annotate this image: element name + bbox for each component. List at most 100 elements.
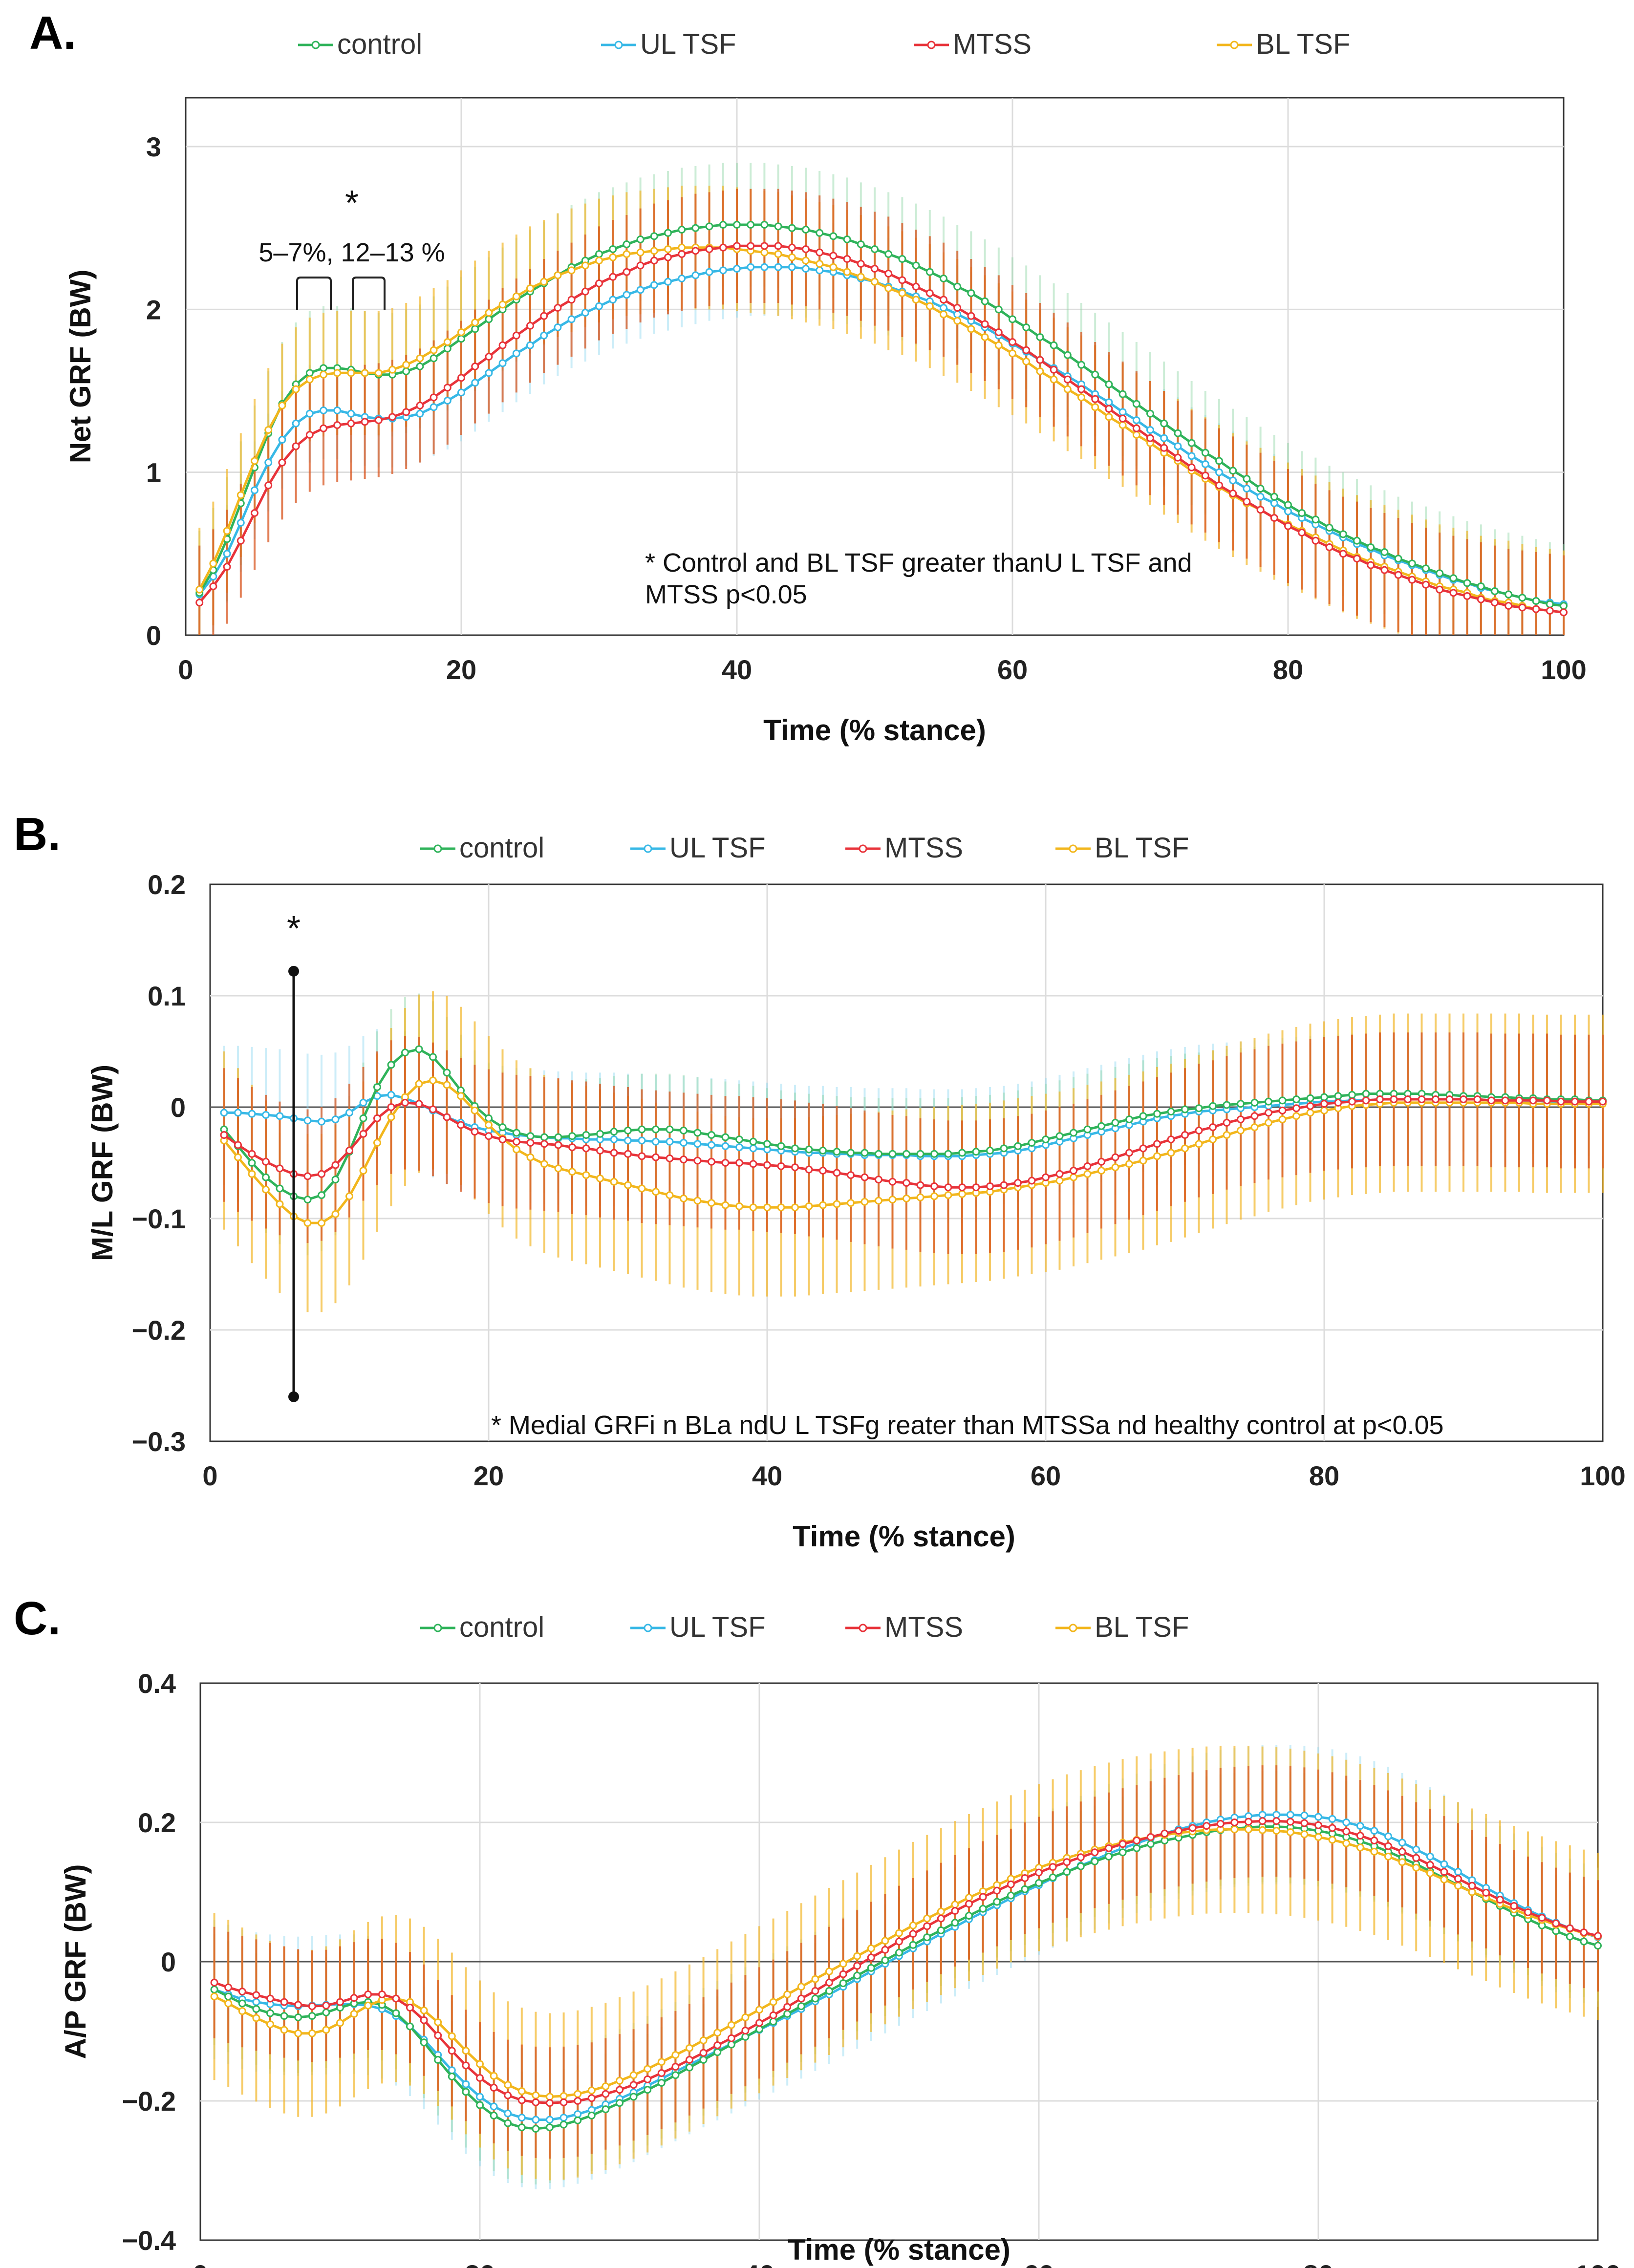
panel-a-point-mtss xyxy=(402,408,410,416)
panel-b-y-tick-label: 0 xyxy=(171,1092,186,1123)
panel-c-point-bl-tsf xyxy=(364,2001,372,2010)
panel-c-point-control xyxy=(532,2125,540,2133)
panel-a-point-control xyxy=(1532,597,1540,605)
panel-b-legend-swatch-marker xyxy=(1069,844,1077,853)
panel-a-point-control xyxy=(1256,485,1265,492)
panel-b-point-ul-tsf xyxy=(680,1138,688,1147)
panel-c-point-mtss xyxy=(1370,1837,1378,1845)
panel-c-legend-swatch-marker xyxy=(859,1624,867,1632)
panel-c-point-mtss xyxy=(322,2001,330,2010)
panel-b-point-mtss xyxy=(1139,1144,1147,1153)
panel-b-point-control xyxy=(777,1142,785,1150)
panel-c-point-bl-tsf xyxy=(1272,1827,1281,1835)
panel-a-point-control xyxy=(678,226,686,234)
panel-b-point-control xyxy=(903,1150,910,1158)
panel-a-point-control xyxy=(1201,449,1209,457)
panel-a-point-control xyxy=(1243,475,1251,483)
panel-c-point-control xyxy=(574,2116,582,2124)
panel-c-point-mtss xyxy=(378,1990,386,1998)
panel-a-point-mtss xyxy=(816,248,824,257)
panel-c-point-control xyxy=(657,2078,666,2087)
panel-c-point-mtss xyxy=(1524,1908,1532,1916)
panel-a-label: A. xyxy=(29,7,76,59)
panel-c-point-control xyxy=(294,2013,302,2021)
panel-b-point-mtss xyxy=(387,1103,395,1111)
panel-a-point-control xyxy=(1298,509,1306,517)
panel-b-point-control xyxy=(1055,1132,1064,1140)
panel-c-point-mtss xyxy=(867,1953,875,1962)
panel-c-point-bl-tsf xyxy=(1398,1858,1406,1866)
panel-a-point-ul-tsf xyxy=(1187,452,1196,460)
panel-a-point-ul-tsf xyxy=(788,263,796,271)
panel-a-point-control xyxy=(1009,315,1016,323)
panel-b-point-ul-tsf xyxy=(345,1109,353,1117)
panel-b-point-mtss xyxy=(958,1183,966,1192)
panel-b-y-tick-label: 0.1 xyxy=(148,981,186,1011)
panel-c-point-mtss xyxy=(559,2098,568,2106)
panel-a-point-ul-tsf xyxy=(471,379,479,387)
panel-b-point-ul-tsf xyxy=(708,1141,715,1149)
panel-a-legend-mtss: MTSS xyxy=(914,28,1032,60)
panel-b-point-mtss xyxy=(1292,1104,1300,1113)
panel-c-point-control xyxy=(825,1987,833,1995)
panel-c-point-mtss xyxy=(909,1930,917,1938)
panel-c-point-mtss xyxy=(1035,1868,1043,1877)
panel-c-x-tick-label: 20 xyxy=(465,2259,495,2268)
panel-c-point-mtss xyxy=(1510,1902,1518,1910)
panel-c-point-bl-tsf xyxy=(909,1921,917,1929)
panel-c-point-mtss xyxy=(937,1914,945,1923)
panel-b-point-bl-tsf xyxy=(1125,1160,1133,1168)
panel-c-y-axis-label: A/P GRF (BW) xyxy=(59,1864,92,2059)
panel-b-point-control xyxy=(1125,1115,1133,1124)
panel-b-point-ul-tsf xyxy=(303,1116,312,1125)
panel-b-point-bl-tsf xyxy=(248,1170,256,1178)
panel-b-point-mtss xyxy=(888,1177,897,1186)
panel-a-point-bl-tsf xyxy=(195,585,204,594)
panel-c-point-bl-tsf xyxy=(644,2065,652,2073)
panel-c-point-bl-tsf xyxy=(559,2092,568,2100)
panel-c-point-mtss xyxy=(1161,1829,1169,1838)
panel-c-point-bl-tsf xyxy=(294,2029,302,2037)
panel-c-point-control xyxy=(839,1979,847,1988)
panel-b-point-mtss xyxy=(443,1113,451,1121)
panel-a-point-control xyxy=(1270,492,1278,501)
panel-a-point-mtss xyxy=(678,250,686,258)
panel-a-x-axis-label: Time (% stance) xyxy=(763,714,986,747)
panel-b-point-control xyxy=(1292,1095,1300,1104)
panel-a-point-mtss xyxy=(1380,566,1389,574)
panel-a-point-control xyxy=(636,235,645,243)
panel-b-point-bl-tsf xyxy=(540,1160,548,1168)
panel-c-point-bl-tsf xyxy=(686,2044,693,2052)
panel-a-point-mtss xyxy=(884,270,893,278)
panel-b-point-control xyxy=(1306,1094,1314,1102)
panel-a-legend-label: UL TSF xyxy=(640,28,736,60)
panel-c-point-mtss xyxy=(546,2099,554,2107)
panel-a-point-control xyxy=(1394,555,1402,563)
panel-c-point-bl-tsf xyxy=(1370,1847,1378,1856)
panel-b-point-control xyxy=(1250,1098,1259,1107)
panel-a-point-control xyxy=(1132,400,1140,408)
panel-b-point-bl-tsf xyxy=(582,1171,590,1179)
panel-a-point-mtss xyxy=(347,419,355,428)
panel-c-point-control xyxy=(280,2012,288,2020)
panel-b-point-bl-tsf xyxy=(1320,1106,1328,1114)
panel-b-point-mtss xyxy=(513,1137,520,1146)
panel-b-point-control xyxy=(875,1150,882,1158)
panel-a-point-mtss xyxy=(305,431,314,439)
panel-a-point-mtss xyxy=(595,279,603,287)
panel-c-point-ul-tsf xyxy=(517,2114,526,2122)
panel-c-point-bl-tsf xyxy=(811,1975,819,1983)
panel-a-point-ul-tsf xyxy=(609,296,617,304)
panel-a-point-control xyxy=(1229,467,1237,475)
panel-a-point-ul-tsf xyxy=(1174,442,1182,450)
panel-a-legend-swatch-marker xyxy=(1230,41,1239,49)
panel-b-point-bl-tsf xyxy=(1306,1109,1314,1117)
panel-c-point-mtss xyxy=(825,1978,833,1987)
panel-a-point-mtss xyxy=(1105,405,1113,413)
panel-a-point-mtss xyxy=(1009,338,1016,346)
panel-b-x-tick-label: 100 xyxy=(1580,1460,1625,1491)
panel-a-point-control xyxy=(1312,515,1320,524)
panel-a-point-ul-tsf xyxy=(1132,416,1140,424)
panel-a-point-bl-tsf xyxy=(1036,367,1044,375)
panel-a-point-mtss xyxy=(843,255,851,263)
